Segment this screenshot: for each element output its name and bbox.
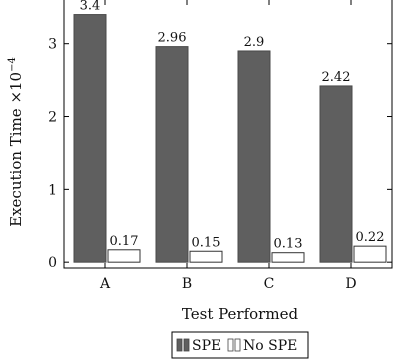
y-axis-label: Execution Time ×10−4: [7, 57, 25, 227]
bar-no-spe-c: [271, 252, 305, 263]
y-tick-label-0: 0: [48, 255, 57, 271]
legend-swatch-spe-a: [176, 338, 183, 352]
plot-frame: [63, 0, 393, 269]
legend-items: SPE No SPE: [176, 338, 297, 354]
legend-label-no-spe: No SPE: [243, 338, 297, 354]
data-label-no-spe-d: 0.22: [356, 230, 385, 245]
data-label-spe-d: 2.42: [322, 70, 351, 85]
legend-label-spe: SPE: [192, 338, 221, 354]
y-tick-label-3: 3: [48, 37, 57, 53]
y-axis-label-text: Execution Time ×10: [7, 72, 25, 227]
legend-swatch-no-spe-a: [227, 338, 234, 352]
data-label-spe-a: 3.4: [80, 0, 101, 14]
bar-no-spe-a: [107, 249, 141, 263]
bar-spe-a: [73, 14, 107, 263]
bar-spe-c: [237, 50, 271, 263]
x-axis-label: Test Performed: [182, 305, 299, 323]
x-tick-label-a: A: [99, 276, 111, 292]
bars-group: [73, 14, 387, 263]
x-axis-ticks: A B C D: [99, 0, 357, 292]
y-tick-label-1: 1: [48, 182, 57, 198]
legend: SPE No SPE: [171, 331, 309, 359]
data-label-no-spe-b: 0.15: [192, 235, 221, 250]
y-axis-label-exponent: −4: [7, 57, 18, 72]
data-label-spe-b: 2.96: [158, 31, 187, 46]
bar-labels-group: 3.4 0.17 2.96 0.15 2.9 0.13 2.42 0.22: [80, 0, 385, 252]
bar-no-spe-b: [189, 250, 223, 263]
x-tick-label-b: B: [182, 276, 192, 292]
x-tick-label-d: D: [345, 276, 356, 292]
bar-no-spe-d: [353, 245, 387, 263]
y-tick-label-2: 2: [48, 110, 57, 126]
y-axis-ticks: 0 1 2 3: [48, 37, 392, 271]
bar-spe-d: [319, 85, 353, 263]
x-tick-label-c: C: [264, 276, 275, 292]
legend-swatch-no-spe-b: [234, 338, 241, 352]
data-label-no-spe-a: 0.17: [110, 234, 139, 249]
data-label-spe-c: 2.9: [244, 35, 265, 50]
data-label-no-spe-c: 0.13: [274, 237, 303, 252]
legend-swatch-spe-b: [183, 338, 190, 352]
bar-spe-b: [155, 46, 189, 263]
